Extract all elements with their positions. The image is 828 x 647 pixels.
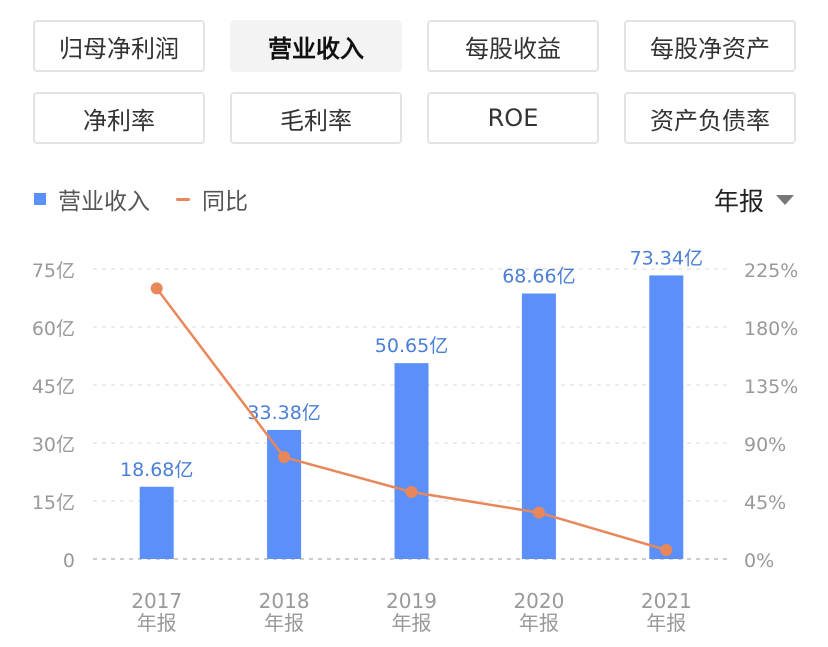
chart-legend: 营业收入 同比 <box>34 182 248 216</box>
bar-value-label: 18.68亿 <box>120 459 193 481</box>
line-legend-label: 同比 <box>202 189 248 215</box>
tab-3[interactable]: 每股收益 <box>427 20 599 72</box>
bar-legend-label: 营业收入 <box>58 189 150 215</box>
y-right-tick-label: 0% <box>744 550 774 572</box>
period-label: 年报 <box>713 187 764 216</box>
bar <box>649 275 684 559</box>
y-left-tick-label: 30亿 <box>32 434 75 456</box>
y-right-tick-label: 90% <box>744 434 786 456</box>
tab-8[interactable]: 资产负债率 <box>624 92 796 144</box>
x-tick-label-year: 2018 <box>259 589 310 613</box>
tab-1[interactable]: 归母净利润 <box>33 20 205 72</box>
bar-legend-swatch <box>34 193 46 205</box>
tab-6[interactable]: 毛利率 <box>230 92 402 144</box>
y-right-tick-label: 135% <box>744 376 798 398</box>
yoy-point <box>532 506 545 519</box>
y-left-tick-label: 60亿 <box>32 318 75 340</box>
y-left-tick-label: 75亿 <box>32 260 75 282</box>
x-tick-label-period: 年报 <box>392 611 432 635</box>
yoy-point <box>405 485 418 498</box>
bar <box>139 486 174 559</box>
x-tick-label-period: 年报 <box>519 611 559 635</box>
y-left-tick-label: 45亿 <box>32 376 75 398</box>
x-tick-label-period: 年报 <box>646 611 686 635</box>
period-dropdown[interactable]: 年报 <box>714 182 794 218</box>
yoy-point <box>150 282 163 295</box>
x-tick-label-period: 年报 <box>264 611 304 635</box>
tab-7[interactable]: ROE <box>427 92 599 144</box>
tab-4[interactable]: 每股净资产 <box>624 20 796 72</box>
tab-2[interactable]: 营业收入 <box>230 20 402 72</box>
yoy-point <box>660 543 673 556</box>
y-right-tick-label: 180% <box>744 318 798 340</box>
x-tick-label-year: 2017 <box>131 589 182 613</box>
caret-down-icon <box>776 195 794 205</box>
bar <box>267 429 302 559</box>
x-tick-label-year: 2020 <box>513 589 564 613</box>
x-tick-label-year: 2019 <box>386 589 437 613</box>
bar <box>394 363 429 559</box>
x-tick-label-year: 2021 <box>641 589 692 613</box>
x-tick-label-period: 年报 <box>137 611 177 635</box>
bar-value-label: 68.66亿 <box>502 266 575 288</box>
yoy-point <box>278 451 291 464</box>
tab-5[interactable]: 净利率 <box>33 92 205 144</box>
y-left-tick-label: 15亿 <box>32 492 75 514</box>
line-legend-swatch <box>176 197 190 201</box>
y-left-tick-label: 0 <box>63 550 75 572</box>
yoy-line <box>155 287 667 552</box>
bar-value-label: 73.34亿 <box>630 247 703 269</box>
bar-value-label: 50.65亿 <box>375 335 448 357</box>
y-right-tick-label: 45% <box>744 492 786 514</box>
y-right-tick-label: 225% <box>744 260 798 282</box>
bar-value-label: 33.38亿 <box>247 402 320 424</box>
bar <box>521 293 556 559</box>
